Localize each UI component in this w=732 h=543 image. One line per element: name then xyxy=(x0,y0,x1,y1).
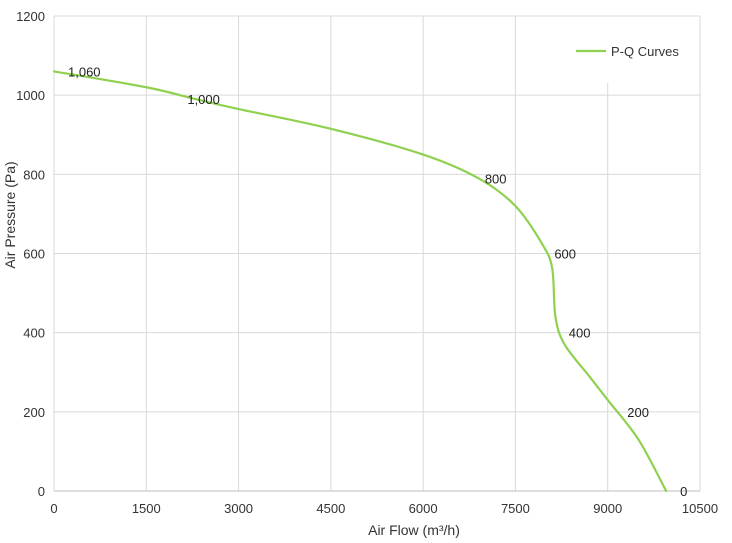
series-layer xyxy=(52,70,668,493)
tick-labels: 0 1500 3000 4500 6000 7500 9000 105000200400600… xyxy=(16,9,718,516)
y-tick-label: 1200 xyxy=(16,9,45,24)
data-labels: 1,060 1,000 800 600 400 200 0 xyxy=(68,64,687,499)
x-tick-label: 0 xyxy=(50,501,57,516)
x-tick-label: 9000 xyxy=(593,501,622,516)
y-tick-label: 0 xyxy=(38,484,45,499)
data-label: 0 xyxy=(680,484,687,499)
data-label: 1,000 xyxy=(187,92,220,107)
y-tick-label: 200 xyxy=(23,405,45,420)
grid-lines xyxy=(54,15,701,491)
data-label: 200 xyxy=(627,405,649,420)
data-label: 600 xyxy=(554,247,576,262)
series-line xyxy=(52,70,668,493)
y-tick-label: 1000 xyxy=(16,88,45,103)
x-tick-label: 1500 xyxy=(132,501,161,516)
y-tick-label: 600 xyxy=(23,247,45,262)
x-tick-label: 7500 xyxy=(501,501,530,516)
x-tick-label: 3000 xyxy=(224,501,253,516)
x-tick-label: 6000 xyxy=(409,501,438,516)
data-label: 1,060 xyxy=(68,64,101,79)
x-tick-label: 10500 xyxy=(682,501,718,516)
legend-label: P-Q Curves xyxy=(611,44,679,59)
y-axis-title: Air Pressure (Pa) xyxy=(2,161,18,268)
x-tick-label: 4500 xyxy=(316,501,345,516)
legend: P-Q Curves xyxy=(576,44,679,59)
data-label: 800 xyxy=(485,171,507,186)
data-label: 400 xyxy=(569,326,591,341)
y-tick-label: 800 xyxy=(23,167,45,182)
y-tick-label: 400 xyxy=(23,326,45,341)
axes xyxy=(53,16,700,492)
x-axis-title: Air Flow (m³/h) xyxy=(368,522,460,538)
